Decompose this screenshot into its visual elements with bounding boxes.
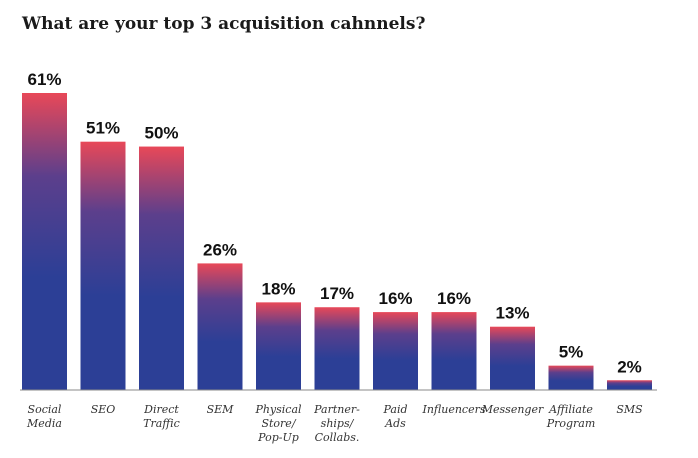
bar (139, 146, 184, 390)
bar-value-label: 50% (144, 124, 178, 143)
bar-value-label: 26% (203, 240, 237, 259)
bar-value-label: 2% (617, 357, 642, 376)
category-label: Social Media (26, 403, 62, 430)
category-label-line: Social (28, 403, 62, 416)
bar (607, 380, 652, 390)
bars-group: 61% Social Media 51% SEO 50% Direct Traffic 26% S… (22, 70, 652, 444)
category-label-line: Physical (254, 403, 302, 416)
category-label: Influencers (421, 403, 485, 416)
bar-value-label: 16% (378, 289, 412, 308)
bar-value-label: 5% (559, 343, 584, 362)
category-label-line: Media (26, 417, 62, 430)
category-label-line: Program (546, 417, 596, 430)
category-label-line: Store/ (261, 417, 296, 430)
bar (431, 312, 477, 390)
category-label-line: Collabs. (315, 431, 360, 444)
category-label: SEO (91, 403, 116, 416)
category-label-line: SEM (207, 403, 235, 416)
category-label-line: Traffic (143, 417, 180, 430)
category-label: Paid Ads (382, 403, 407, 430)
category-label-line: Ads (384, 417, 406, 430)
category-label: SEM (207, 403, 235, 416)
category-label: Partner-ships/Collabs. (313, 403, 360, 444)
category-label-line: SEO (91, 403, 116, 416)
bar-value-label: 61% (27, 70, 61, 89)
category-label-line: Pop-Up (257, 431, 299, 444)
bar (373, 312, 418, 390)
category-label: Physical Store/Pop-Up (254, 403, 302, 444)
category-label: Affiliate Program (546, 403, 596, 430)
bar-value-label: 13% (495, 304, 529, 323)
category-label-line: Paid (382, 403, 407, 416)
bar (490, 326, 535, 390)
category-label: Direct Traffic (143, 403, 180, 430)
category-label: SMS (616, 403, 643, 416)
bar (22, 93, 67, 390)
bar (548, 365, 594, 390)
bar (80, 141, 126, 390)
category-label-line: SMS (616, 403, 643, 416)
category-label-line: Influencers (421, 403, 485, 416)
category-label-line: Affiliate (548, 403, 593, 416)
category-label: Messenger (481, 403, 544, 416)
bar-value-label: 17% (320, 284, 354, 303)
bar (256, 302, 301, 390)
bar (197, 263, 243, 390)
category-label-line: Partner- (313, 403, 360, 416)
bar-value-label: 51% (86, 119, 120, 138)
bar-value-label: 18% (261, 279, 295, 298)
bar (314, 307, 360, 390)
category-label-line: ships/ (321, 417, 355, 430)
category-label-line: Messenger (481, 403, 544, 416)
bar-value-label: 16% (437, 289, 471, 308)
chart-title: What are your top 3 acquisition cahnnels… (22, 14, 426, 34)
category-label-line: Direct (143, 403, 179, 416)
